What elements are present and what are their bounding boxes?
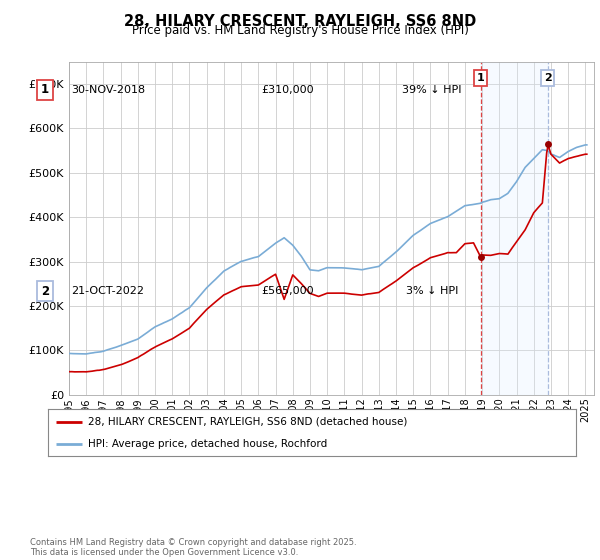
Text: 2: 2: [41, 284, 49, 298]
Text: 1: 1: [41, 83, 49, 96]
Text: £565,000: £565,000: [262, 286, 314, 296]
Text: 2: 2: [544, 73, 551, 83]
Text: Price paid vs. HM Land Registry's House Price Index (HPI): Price paid vs. HM Land Registry's House …: [131, 24, 469, 37]
Text: Contains HM Land Registry data © Crown copyright and database right 2025.
This d: Contains HM Land Registry data © Crown c…: [30, 538, 356, 557]
Text: 3% ↓ HPI: 3% ↓ HPI: [406, 286, 458, 296]
Text: 28, HILARY CRESCENT, RAYLEIGH, SS6 8ND (detached house): 28, HILARY CRESCENT, RAYLEIGH, SS6 8ND (…: [88, 417, 407, 427]
Text: 1: 1: [477, 73, 485, 83]
Text: 30-NOV-2018: 30-NOV-2018: [71, 85, 145, 95]
Bar: [481, 62, 548, 395]
Text: £310,000: £310,000: [262, 85, 314, 95]
Text: 39% ↓ HPI: 39% ↓ HPI: [402, 85, 462, 95]
Text: 21-OCT-2022: 21-OCT-2022: [71, 286, 145, 296]
Text: 28, HILARY CRESCENT, RAYLEIGH, SS6 8ND: 28, HILARY CRESCENT, RAYLEIGH, SS6 8ND: [124, 14, 476, 29]
Text: HPI: Average price, detached house, Rochford: HPI: Average price, detached house, Roch…: [88, 438, 327, 449]
